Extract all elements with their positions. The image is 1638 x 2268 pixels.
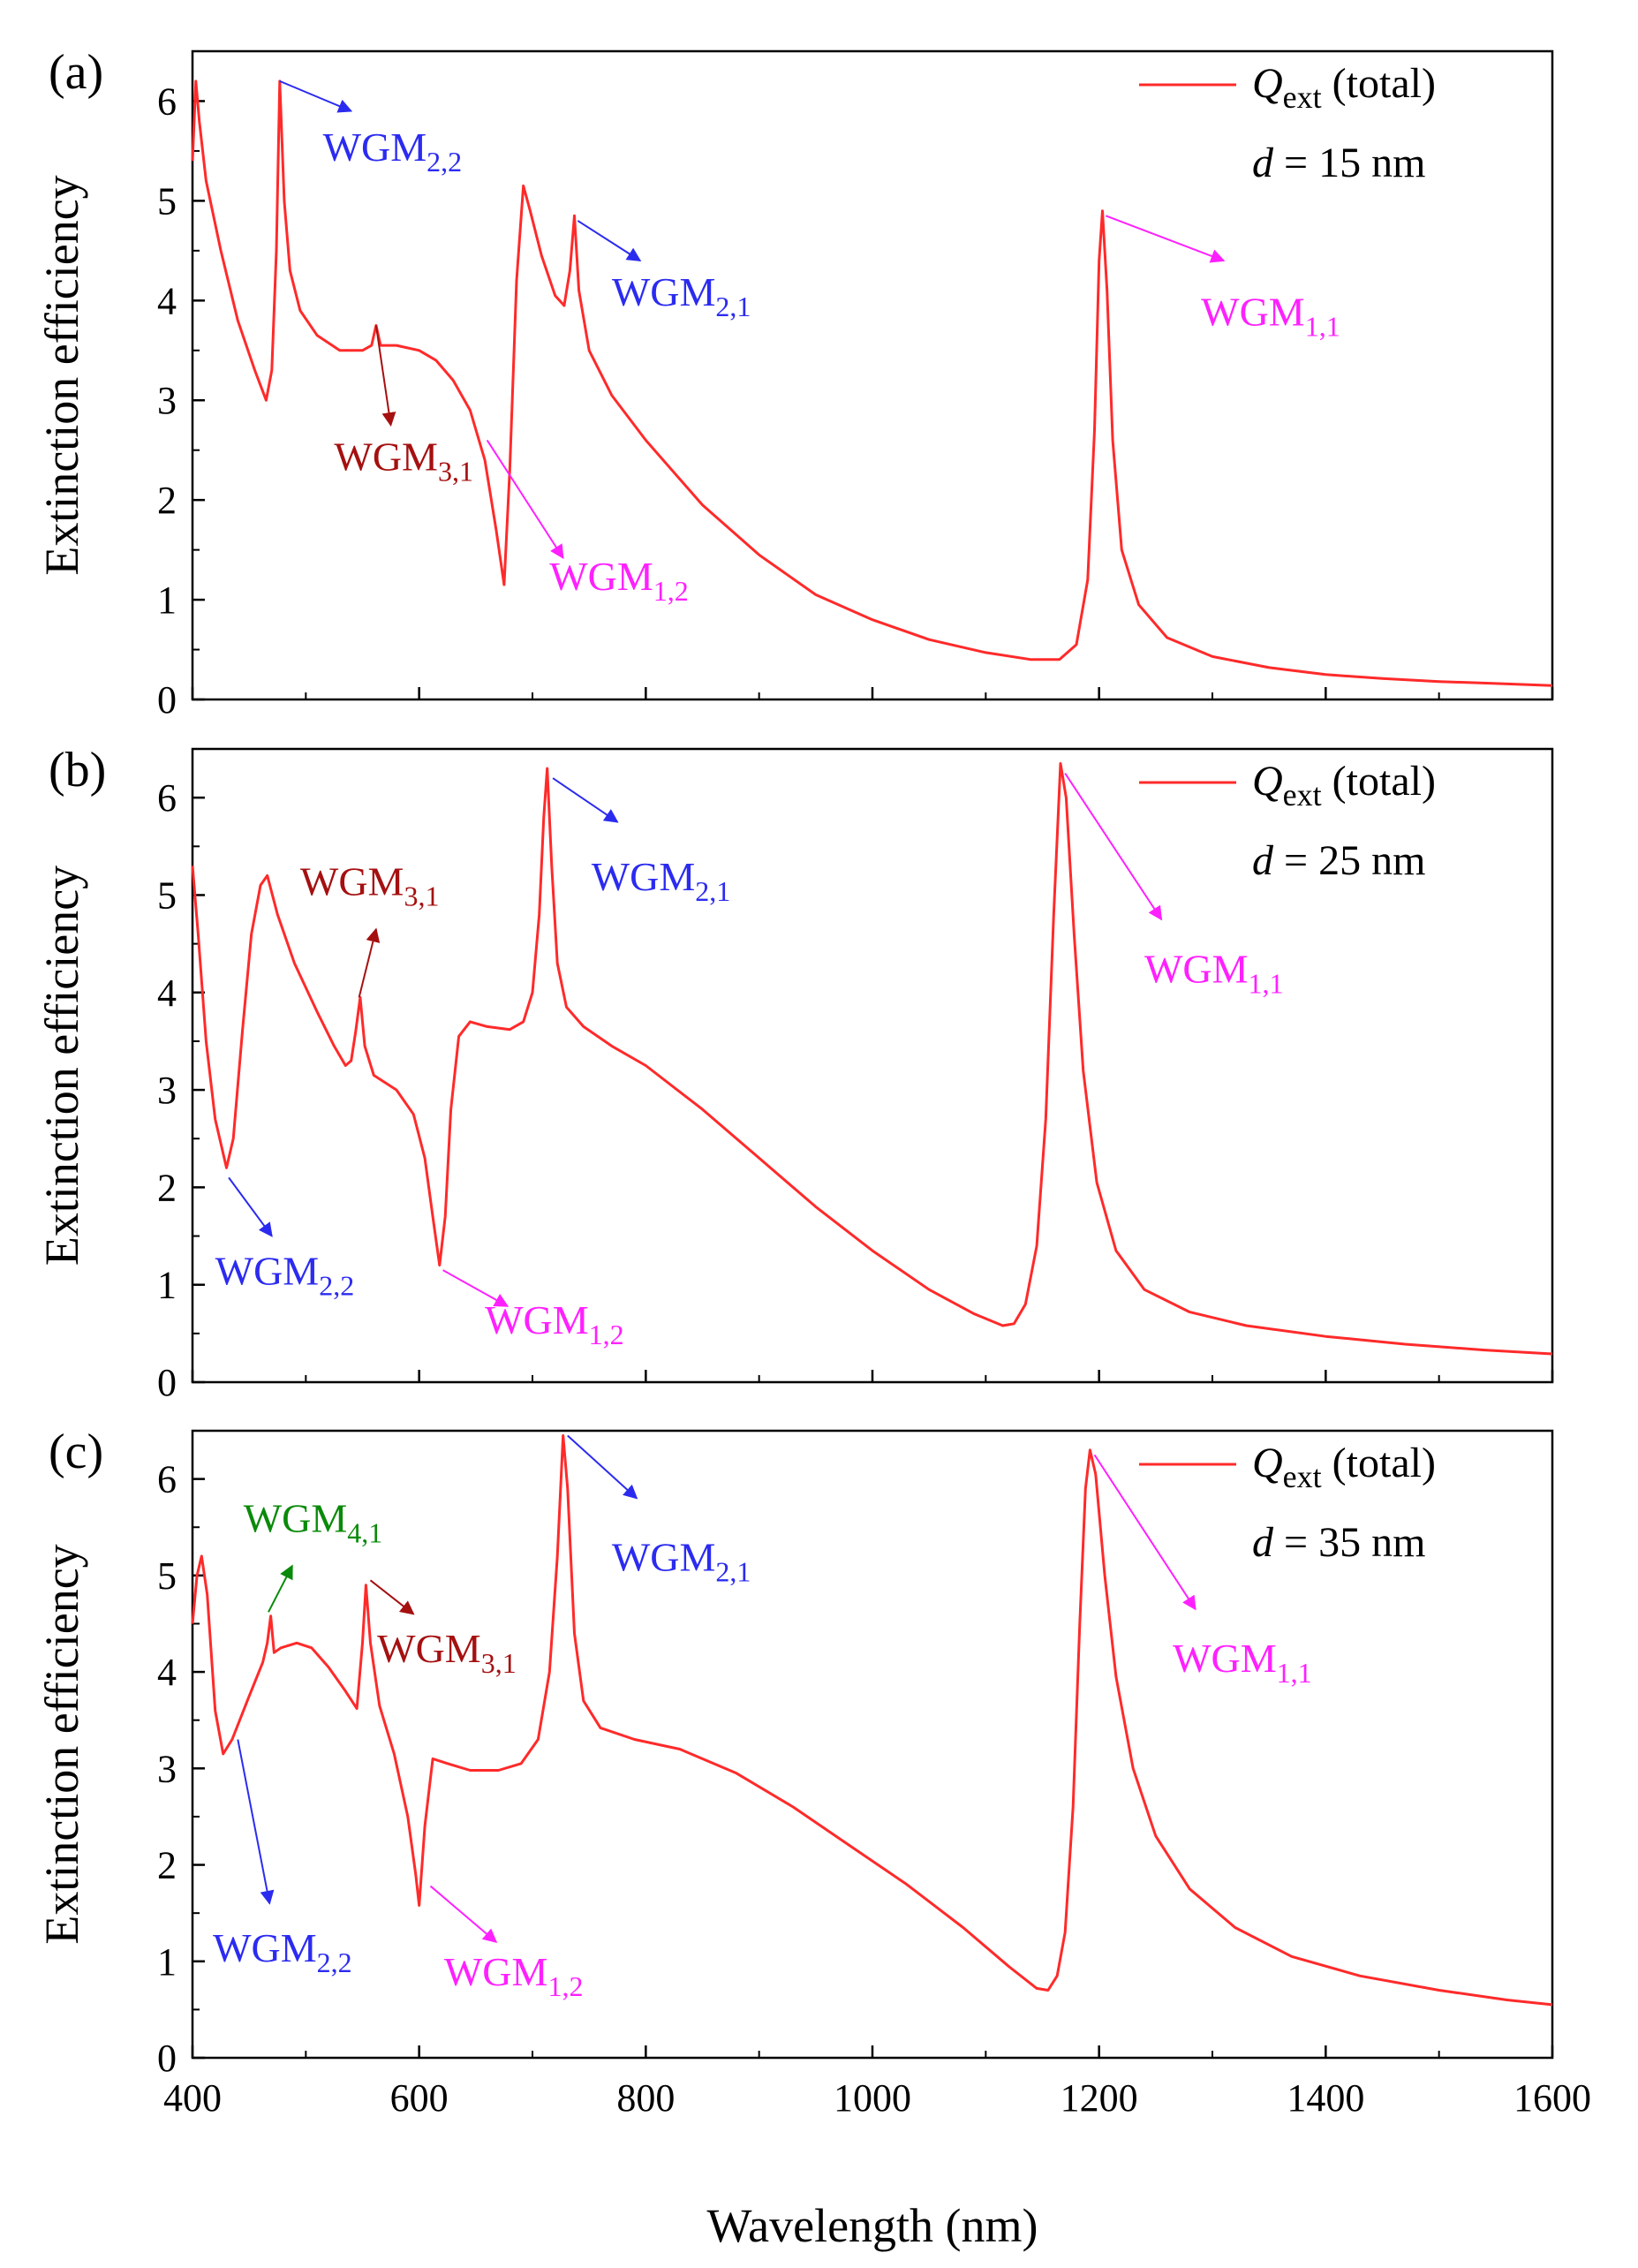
annotation-label: WGM1,1 xyxy=(1173,1636,1312,1689)
annotation-arrow xyxy=(552,777,619,823)
annotation-arrow xyxy=(567,1434,638,1500)
legend-label: Qext (total) xyxy=(1252,1440,1436,1494)
legend-label: Qext (total) xyxy=(1252,60,1436,115)
x-tick-label: 1000 xyxy=(834,2076,911,2120)
annotation-label: WGM2,1 xyxy=(612,269,751,322)
panel-label: (a) xyxy=(49,45,103,100)
x-tick-label: 600 xyxy=(390,2076,449,2120)
y-axis-title: Extinction efficiency xyxy=(35,175,88,575)
annotation-arrow xyxy=(374,325,396,427)
annotation-label: WGM3,1 xyxy=(300,858,440,911)
annotation-arrow xyxy=(1093,1454,1196,1611)
annotation-label: WGM1,1 xyxy=(1201,290,1340,343)
annotation-arrow xyxy=(1064,773,1163,921)
x-tick-label: 1400 xyxy=(1287,2076,1364,2120)
annotation-arrow xyxy=(1106,215,1226,263)
annotation-label: WGM2,1 xyxy=(612,1534,751,1587)
annotation-arrow xyxy=(429,1885,498,1943)
y-tick-label: 6 xyxy=(157,79,177,123)
y-tick-label: 1 xyxy=(157,1940,177,1984)
y-tick-label: 5 xyxy=(157,179,177,223)
y-tick-label: 6 xyxy=(157,776,177,820)
x-tick-label: 1600 xyxy=(1513,2076,1591,2120)
y-tick-label: 4 xyxy=(157,279,177,322)
y-tick-label: 3 xyxy=(157,1069,177,1112)
condition-label: d = 15 nm xyxy=(1252,140,1425,186)
x-tick-label: 400 xyxy=(163,2076,222,2120)
legend-label: Qext (total) xyxy=(1252,758,1436,813)
x-tick-label: 1200 xyxy=(1061,2076,1138,2120)
series-line xyxy=(191,1434,1553,2007)
x-tick-label: 800 xyxy=(616,2076,675,2120)
series-line xyxy=(191,79,1553,687)
annotation-label: WGM3,1 xyxy=(334,434,473,487)
y-tick-label: 1 xyxy=(157,578,177,622)
y-axis-title: Extinction efficiency xyxy=(35,1544,88,1944)
y-tick-label: 5 xyxy=(157,1554,177,1598)
annotation-arrow xyxy=(577,220,642,262)
y-tick-label: 5 xyxy=(157,873,177,917)
y-tick-label: 3 xyxy=(157,379,177,422)
annotation-label: WGM4,1 xyxy=(244,1496,383,1549)
y-tick-label: 3 xyxy=(157,1747,177,1790)
y-tick-label: 1 xyxy=(157,1264,177,1307)
y-tick-label: 4 xyxy=(157,1651,177,1694)
condition-label: d = 35 nm xyxy=(1252,1519,1425,1566)
annotation-label: WGM2,2 xyxy=(215,1249,355,1302)
annotation-arrow xyxy=(268,1564,293,1613)
annotation-arrow xyxy=(228,1176,273,1237)
annotation-arrow xyxy=(279,79,353,113)
annotation-label: WGM1,2 xyxy=(549,554,689,607)
annotation-arrow xyxy=(237,1739,275,1905)
y-tick-label: 4 xyxy=(157,971,177,1015)
y-tick-label: 2 xyxy=(157,1166,177,1209)
panel-b: 0 1 2 3 4 5 6 Extinction efficiency (b) Qext (tot… xyxy=(35,743,1554,1404)
panel-label: (c) xyxy=(49,1425,103,1479)
annotation-label: WGM1,2 xyxy=(485,1297,624,1350)
annotation-label: WGM2,1 xyxy=(592,854,731,907)
y-tick-label: 2 xyxy=(157,479,177,522)
y-tick-label: 2 xyxy=(157,1844,177,1887)
y-tick-label: 6 xyxy=(157,1458,177,1501)
annotation-label: WGM1,1 xyxy=(1144,947,1284,1000)
panel-label: (b) xyxy=(49,743,106,798)
series-line xyxy=(191,762,1553,1356)
annotation-label: WGM3,1 xyxy=(377,1626,517,1679)
x-axis-title: Wavelength (nm) xyxy=(706,2199,1038,2252)
panel-c: 0 1 2 3 4 5 6 400 600 800 1000 1200 1400 1600 Extincti… xyxy=(35,1425,1591,2120)
annotation-label: WGM2,2 xyxy=(213,1925,352,1978)
annotation-arrow xyxy=(486,439,564,559)
annotation-label: WGM1,2 xyxy=(444,1949,584,2002)
annotation-arrow xyxy=(358,927,381,998)
annotation-arrow xyxy=(369,1579,415,1615)
annotation-label: WGM2,2 xyxy=(323,125,463,178)
y-tick-label: 0 xyxy=(157,678,177,722)
y-axis-title: Extinction efficiency xyxy=(35,866,88,1266)
y-tick-label: 0 xyxy=(157,2037,177,2080)
condition-label: d = 25 nm xyxy=(1252,837,1425,884)
panel-a: 0 1 2 3 4 5 6 Extinction efficiency (a) Qext (tot… xyxy=(35,45,1554,722)
annotation-arrow xyxy=(442,1269,510,1307)
y-tick-label: 0 xyxy=(157,1361,177,1404)
